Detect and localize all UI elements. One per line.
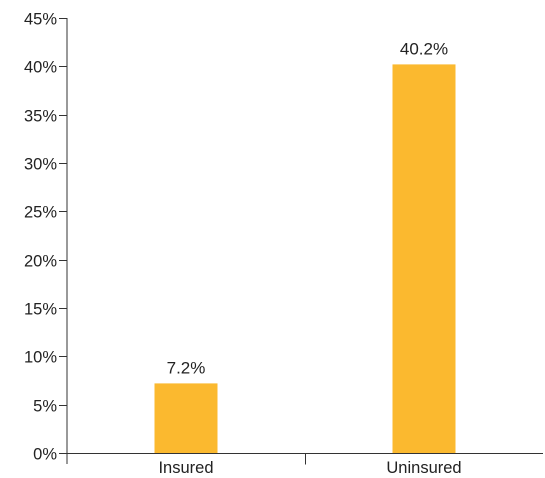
y-tick-label: 0% [33,446,57,464]
x-axis: Insured Uninsured [67,453,543,477]
y-tick-label: 10% [24,349,57,367]
x-tick-label-insured: Insured [158,459,213,477]
x-tick-label-uninsured: Uninsured [386,459,461,477]
data-label-uninsured: 40.2% [400,39,448,58]
y-axis: 0% 5% 10% 15% 20% 25% 30% 35% 40% 45% [24,11,68,464]
y-tick-label: 20% [24,253,57,271]
bar-uninsured [392,64,456,454]
bar-insured [154,383,218,453]
y-tick-label: 30% [24,156,57,174]
y-tick-label: 5% [33,398,57,416]
y-tick-label: 40% [24,59,57,77]
y-tick-label: 45% [24,11,57,29]
y-tick-label: 35% [24,108,57,126]
data-label-insured: 7.2% [167,358,206,377]
y-tick-label: 15% [24,301,57,319]
bars [154,64,456,454]
y-tick-label: 25% [24,204,57,222]
data-labels: 7.2% 40.2% [167,39,448,377]
